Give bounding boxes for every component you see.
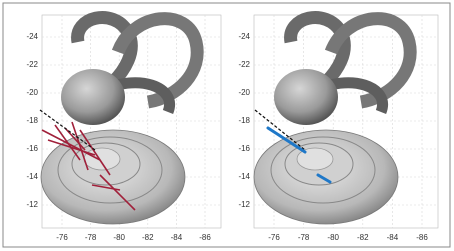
x-tick-label: -84: [387, 233, 399, 242]
x-tick-label: -76: [56, 233, 68, 242]
y-tick-label: -12: [238, 200, 250, 209]
y-tick-label: -12: [26, 200, 38, 209]
y-tick-label: -18: [238, 116, 250, 125]
y-tick-label: -22: [238, 60, 250, 69]
y-tick-label: -20: [26, 88, 38, 97]
y-tick-label: -20: [238, 88, 250, 97]
x-tick-label: -84: [171, 233, 183, 242]
x-tick-label: -82: [357, 233, 369, 242]
y-tick-label: -14: [26, 172, 38, 181]
y-tick-label: -24: [238, 32, 250, 41]
y-tick-label: -16: [26, 144, 38, 153]
x-tick-label: -78: [85, 233, 97, 242]
y-tick-label: -24: [26, 32, 38, 41]
x-tick-label: -78: [298, 233, 310, 242]
figure: -24-22-20-18-16-14-12-76-78-80-82-84-86 …: [0, 0, 454, 251]
y-tick-label: -14: [238, 172, 250, 181]
y-tick-label: -16: [238, 144, 250, 153]
x-tick-label: -80: [113, 233, 125, 242]
y-tick-label: -22: [26, 60, 38, 69]
x-tick-label: -86: [199, 233, 211, 242]
x-tick-label: -82: [142, 233, 154, 242]
x-tick-label: -76: [268, 233, 280, 242]
x-tick-label: -86: [416, 233, 428, 242]
x-tick-label: -80: [327, 233, 339, 242]
y-tick-label: -18: [26, 116, 38, 125]
